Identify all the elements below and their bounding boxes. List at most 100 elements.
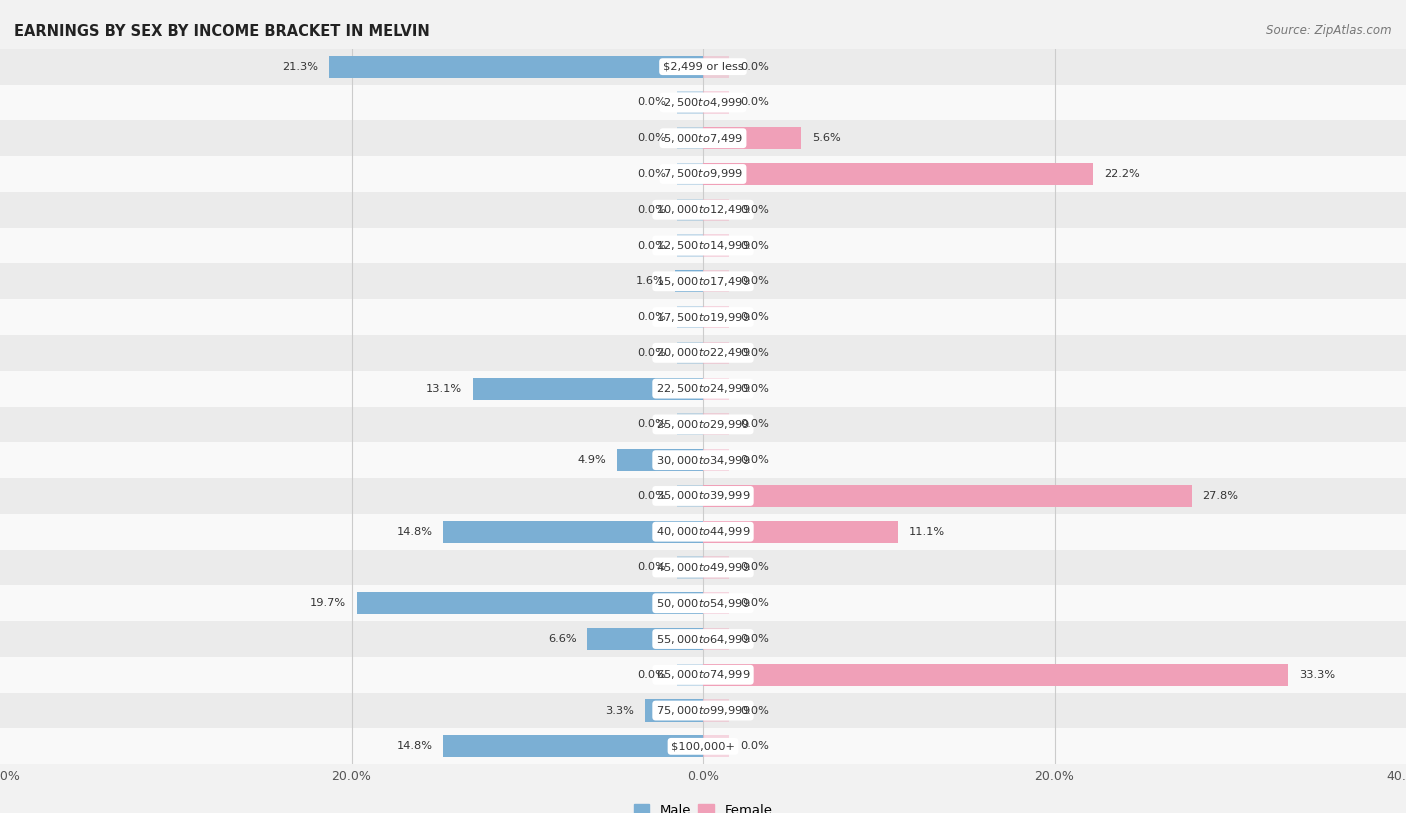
Text: 0.0%: 0.0% <box>637 491 666 501</box>
Bar <box>443 520 703 543</box>
Text: 5.6%: 5.6% <box>813 133 841 143</box>
Bar <box>0 693 1406 728</box>
Text: 0.0%: 0.0% <box>637 563 666 572</box>
Text: $2,500 to $4,999: $2,500 to $4,999 <box>664 96 742 109</box>
Bar <box>645 699 703 722</box>
Bar <box>0 156 1406 192</box>
Bar <box>676 556 703 579</box>
Bar <box>703 485 1192 507</box>
Text: $2,499 or less: $2,499 or less <box>662 62 744 72</box>
Text: $20,000 to $22,499: $20,000 to $22,499 <box>655 346 751 359</box>
Bar <box>703 628 730 650</box>
Bar <box>0 478 1406 514</box>
Bar <box>676 485 703 507</box>
Bar <box>703 127 730 150</box>
Bar <box>703 91 730 114</box>
Bar <box>676 234 703 257</box>
Text: $15,000 to $17,499: $15,000 to $17,499 <box>655 275 751 288</box>
Bar <box>703 163 730 185</box>
Bar <box>588 628 703 650</box>
Legend: Male, Female: Male, Female <box>628 798 778 813</box>
Text: Source: ZipAtlas.com: Source: ZipAtlas.com <box>1267 24 1392 37</box>
Text: 0.0%: 0.0% <box>637 670 666 680</box>
Bar <box>0 406 1406 442</box>
Text: 0.0%: 0.0% <box>740 384 769 393</box>
Text: 0.0%: 0.0% <box>637 205 666 215</box>
Bar <box>703 413 730 436</box>
Bar <box>676 735 703 758</box>
Text: $30,000 to $34,999: $30,000 to $34,999 <box>655 454 751 467</box>
Text: 0.0%: 0.0% <box>740 741 769 751</box>
Bar <box>676 628 703 650</box>
Bar <box>703 520 730 543</box>
Bar <box>0 514 1406 550</box>
Text: 0.0%: 0.0% <box>740 241 769 250</box>
Text: 0.0%: 0.0% <box>637 348 666 358</box>
Bar <box>472 377 703 400</box>
Text: $45,000 to $49,999: $45,000 to $49,999 <box>655 561 751 574</box>
Bar <box>329 55 703 78</box>
Text: 19.7%: 19.7% <box>311 598 346 608</box>
Bar <box>443 735 703 758</box>
Bar <box>703 198 730 221</box>
Bar <box>675 270 703 293</box>
Text: 1.6%: 1.6% <box>636 276 665 286</box>
Text: $35,000 to $39,999: $35,000 to $39,999 <box>655 489 751 502</box>
Bar <box>676 592 703 615</box>
Text: $75,000 to $99,999: $75,000 to $99,999 <box>655 704 751 717</box>
Text: 4.9%: 4.9% <box>578 455 606 465</box>
Bar <box>0 657 1406 693</box>
Text: 0.0%: 0.0% <box>740 205 769 215</box>
Bar <box>0 371 1406 406</box>
Bar <box>0 120 1406 156</box>
Bar <box>676 663 703 686</box>
Text: 0.0%: 0.0% <box>740 276 769 286</box>
Bar <box>703 127 801 150</box>
Text: $7,500 to $9,999: $7,500 to $9,999 <box>664 167 742 180</box>
Text: 33.3%: 33.3% <box>1299 670 1334 680</box>
Text: $40,000 to $44,999: $40,000 to $44,999 <box>655 525 751 538</box>
Bar <box>703 449 730 472</box>
Bar <box>0 192 1406 228</box>
Bar <box>0 228 1406 263</box>
Text: 6.6%: 6.6% <box>548 634 576 644</box>
Bar <box>676 270 703 293</box>
Text: 27.8%: 27.8% <box>1202 491 1239 501</box>
Bar <box>0 49 1406 85</box>
Text: 0.0%: 0.0% <box>740 563 769 572</box>
Bar <box>703 234 730 257</box>
Text: 0.0%: 0.0% <box>740 98 769 107</box>
Text: EARNINGS BY SEX BY INCOME BRACKET IN MELVIN: EARNINGS BY SEX BY INCOME BRACKET IN MEL… <box>14 24 430 39</box>
Bar <box>703 341 730 364</box>
Text: $100,000+: $100,000+ <box>671 741 735 751</box>
Bar <box>703 556 730 579</box>
Bar <box>703 163 1094 185</box>
Bar <box>676 91 703 114</box>
Text: $65,000 to $74,999: $65,000 to $74,999 <box>655 668 751 681</box>
Bar <box>0 585 1406 621</box>
Text: 0.0%: 0.0% <box>740 455 769 465</box>
Text: $10,000 to $12,499: $10,000 to $12,499 <box>655 203 751 216</box>
Text: 0.0%: 0.0% <box>740 706 769 715</box>
Text: 0.0%: 0.0% <box>637 169 666 179</box>
Text: $55,000 to $64,999: $55,000 to $64,999 <box>655 633 751 646</box>
Text: 0.0%: 0.0% <box>740 348 769 358</box>
Text: 3.3%: 3.3% <box>606 706 634 715</box>
Text: $17,500 to $19,999: $17,500 to $19,999 <box>655 311 751 324</box>
Bar <box>676 127 703 150</box>
Bar <box>676 449 703 472</box>
Bar <box>703 735 730 758</box>
Bar <box>357 592 703 615</box>
Text: 0.0%: 0.0% <box>637 420 666 429</box>
Text: 14.8%: 14.8% <box>396 741 433 751</box>
Text: 14.8%: 14.8% <box>396 527 433 537</box>
Bar <box>676 377 703 400</box>
Text: $5,000 to $7,499: $5,000 to $7,499 <box>664 132 742 145</box>
Bar <box>676 413 703 436</box>
Bar <box>0 335 1406 371</box>
Text: 0.0%: 0.0% <box>740 312 769 322</box>
Bar <box>676 306 703 328</box>
Bar <box>703 270 730 293</box>
Bar <box>703 520 898 543</box>
Bar <box>703 663 730 686</box>
